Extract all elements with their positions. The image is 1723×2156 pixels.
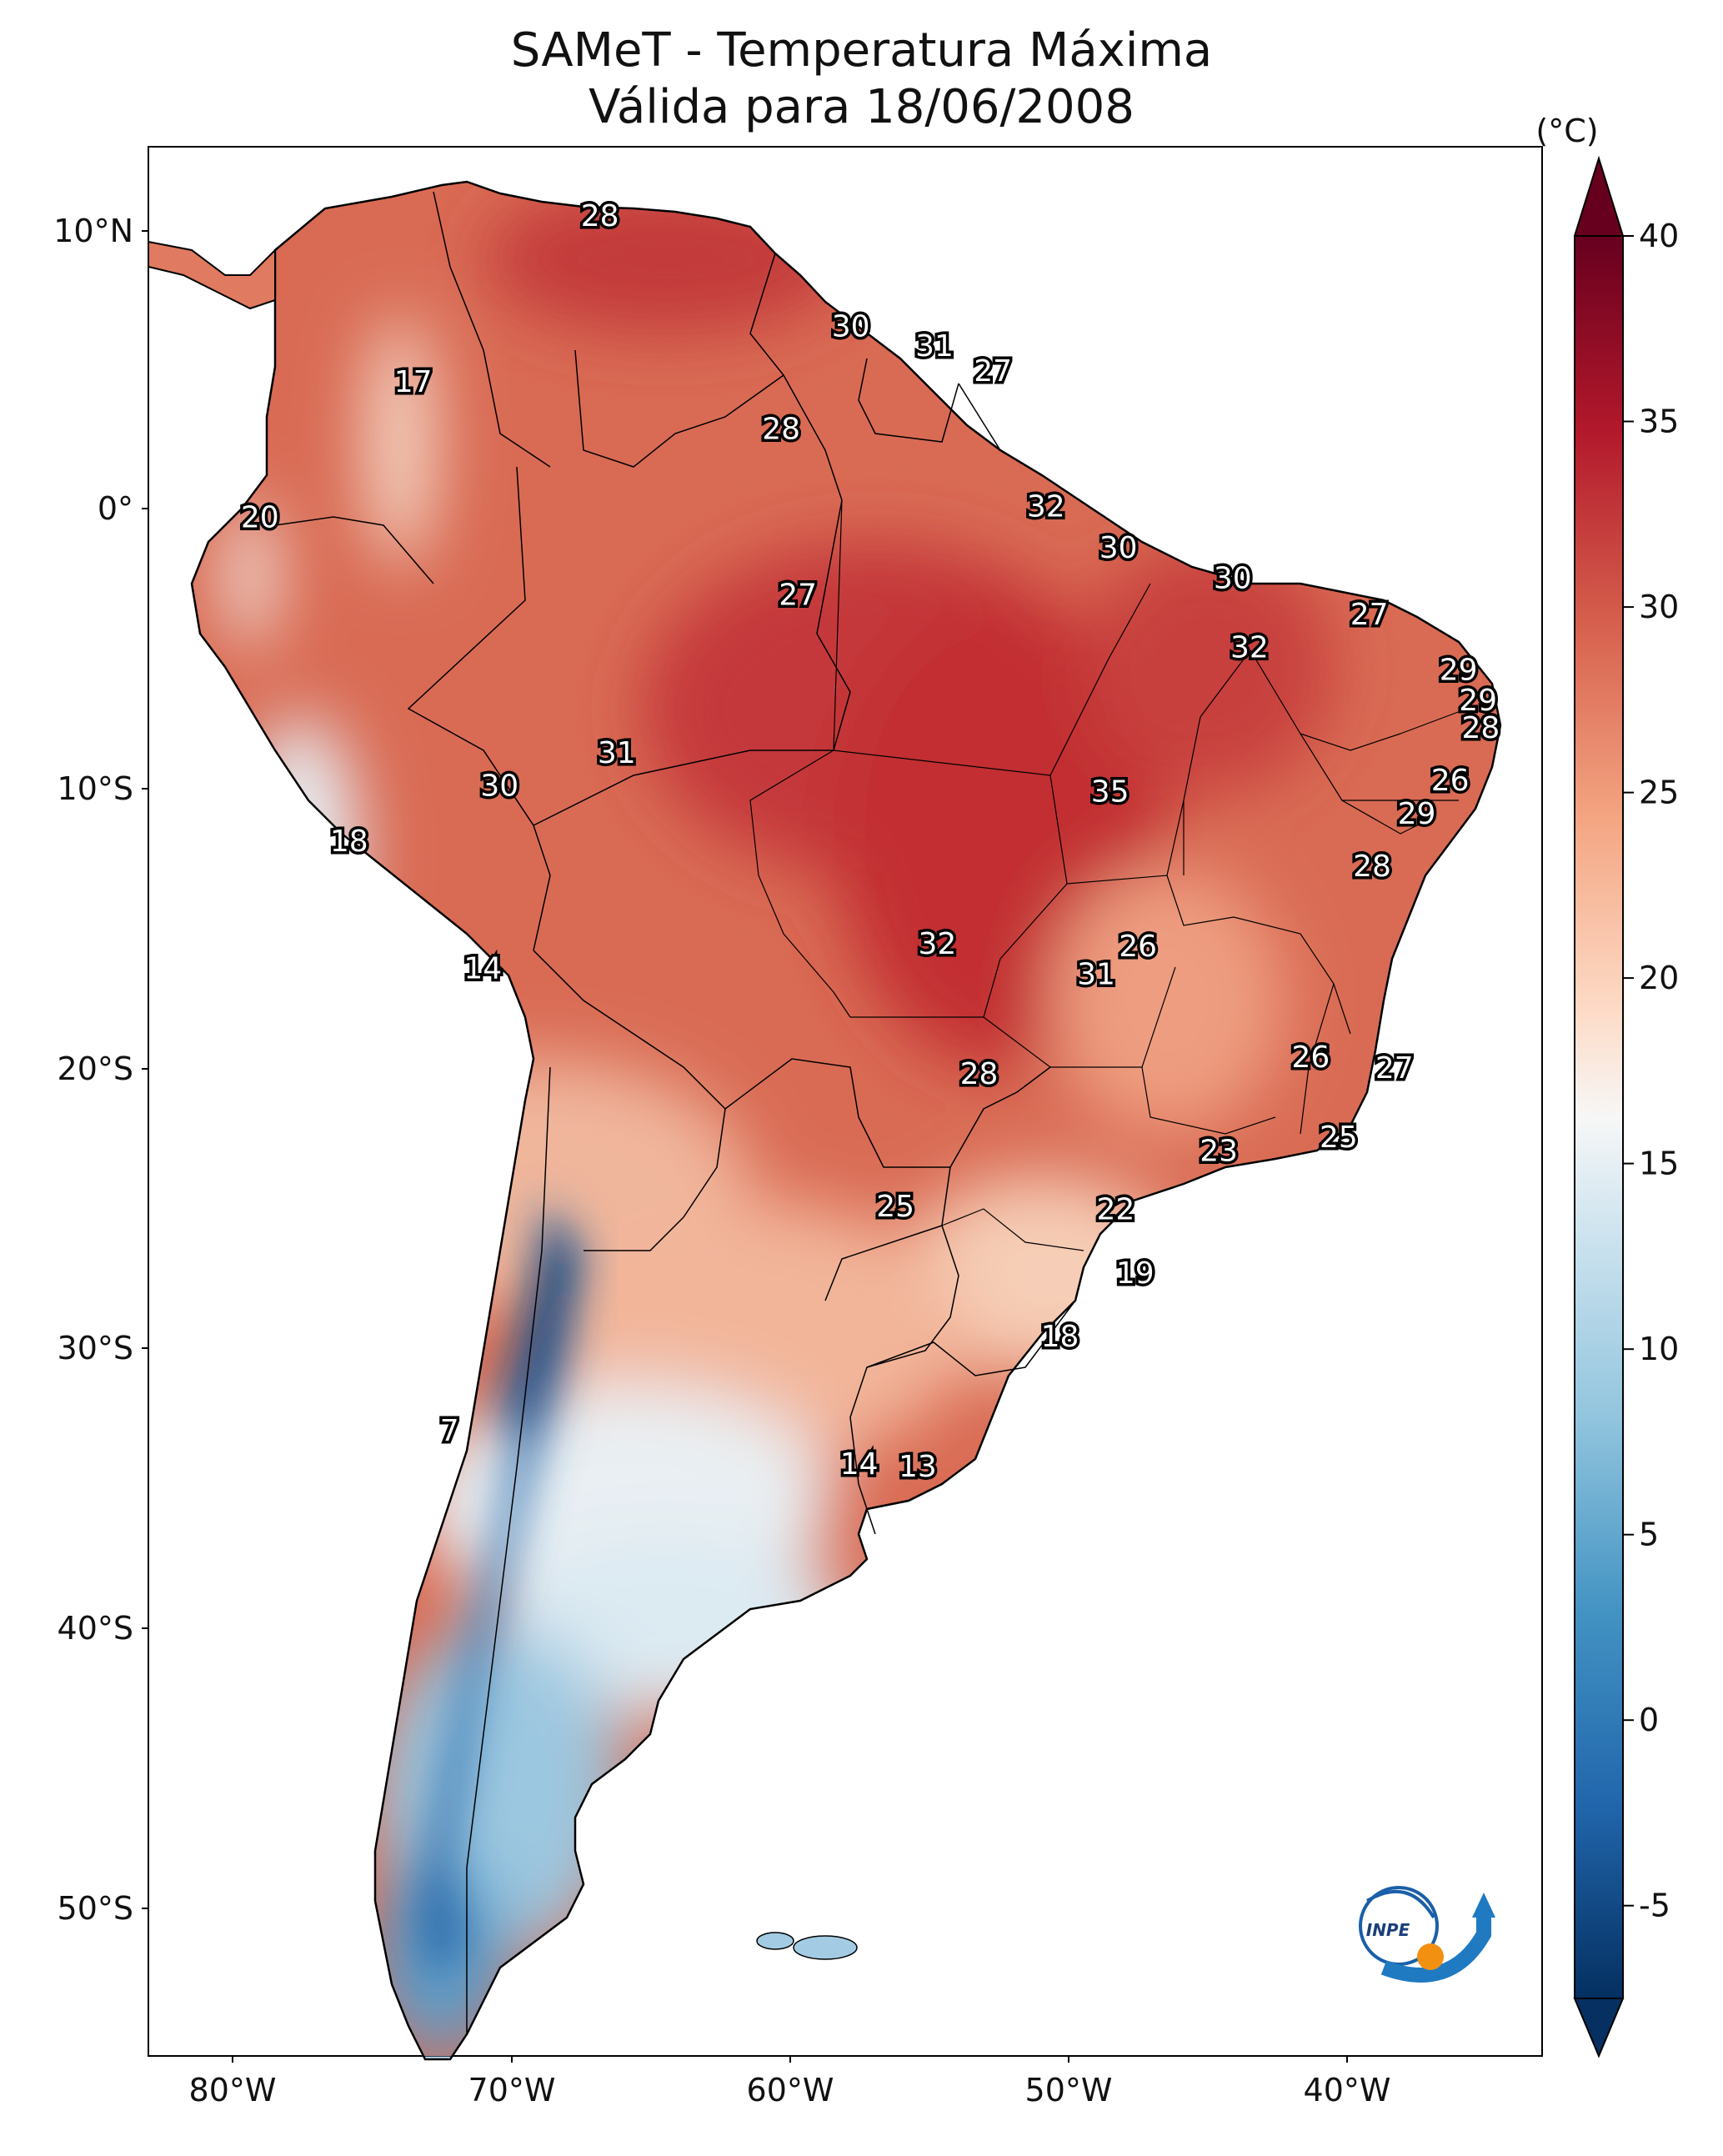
colorbar-tick-label: -5 — [1639, 1888, 1670, 1924]
falkland-islands — [793, 1935, 858, 1960]
temperature-value-label: 22 — [1096, 1192, 1134, 1226]
temperature-value-label: 18 — [1041, 1320, 1079, 1354]
lon-tick-label: 70°W — [468, 2072, 556, 2108]
lon-tick-label: 80°W — [189, 2072, 277, 2108]
temperature-value-label: 19 — [1116, 1256, 1155, 1291]
temperature-value-label: 27 — [1375, 1051, 1414, 1086]
temperature-value-label: 7 — [440, 1414, 459, 1448]
colorbar: 40 35 30 25 20 15 10 5 0 -5 — [1573, 155, 1679, 2058]
central-america — [148, 240, 276, 310]
temperature-value-label: 26 — [1431, 764, 1470, 798]
temperature-value-label: 20 — [241, 501, 279, 535]
lat-tick-label: 50°S — [58, 1890, 133, 1927]
colorbar-extend-max — [1573, 155, 1625, 237]
temperature-value-label: 28 — [1353, 850, 1391, 884]
temperature-value-label: 14 — [463, 952, 502, 986]
temperature-value-label: 30 — [480, 770, 518, 804]
temperature-value-label: 25 — [876, 1190, 914, 1224]
temperature-value-label: 29 — [1459, 684, 1497, 718]
lon-tick-label: 60°W — [747, 2072, 834, 2108]
temperature-value-label: 13 — [899, 1450, 937, 1484]
colorbar-tick-label: 0 — [1639, 1702, 1659, 1738]
lat-tick-label: 0° — [98, 490, 133, 527]
lat-tick-label: 10°N — [53, 213, 133, 249]
country-borders — [274, 191, 1076, 2034]
inpe-logo: INPE — [1359, 1886, 1495, 1983]
colorbar-tick-label: 10 — [1639, 1331, 1679, 1367]
temperature-value-label: 26 — [1119, 930, 1157, 964]
temperature-value-label: 27 — [779, 579, 817, 613]
temperature-value-label: 29 — [1440, 653, 1478, 687]
lon-tick-label: 40°W — [1304, 2072, 1391, 2108]
lat-tick-label: 10°S — [58, 770, 133, 807]
lat-tick-label: 20°S — [58, 1050, 133, 1087]
temperature-value-label: 32 — [1027, 489, 1065, 524]
temperature-value-label: 28 — [960, 1057, 999, 1091]
colorbar-tick-label: 30 — [1639, 589, 1679, 625]
map-title-line2: Válida para 18/06/2008 — [589, 80, 1134, 134]
axis-ticks — [142, 230, 1348, 2063]
temperature-value-label: 27 — [974, 354, 1012, 389]
temperature-value-label: 23 — [1200, 1135, 1238, 1169]
lat-tick-label: 40°S — [58, 1610, 133, 1647]
colorbar-tick-label: 15 — [1639, 1146, 1679, 1182]
colorbar-extend-min — [1573, 1998, 1625, 2058]
inpe-logo-text: INPE — [1366, 1920, 1410, 1940]
temperature-value-label: 18 — [330, 825, 368, 859]
temperature-value-label: 32 — [1230, 631, 1269, 665]
lon-tick-label: 50°W — [1025, 2072, 1113, 2108]
colorbar-tick-label: 35 — [1639, 404, 1679, 440]
temperature-value-label: 25 — [1320, 1121, 1358, 1155]
colorbar-tick-label: 20 — [1639, 960, 1679, 996]
temperature-value-label: 28 — [581, 199, 619, 233]
temperature-value-label: 30 — [832, 310, 870, 344]
temperature-value-label: 14 — [840, 1447, 879, 1482]
temperature-value-label: 28 — [762, 413, 800, 447]
temperature-value-label: 30 — [1214, 562, 1252, 596]
colorbar-tick-label: 25 — [1639, 775, 1679, 811]
temperature-value-label: 27 — [1350, 598, 1389, 632]
temperature-value-label: 17 — [394, 365, 433, 399]
temperature-value-label: 29 — [1398, 797, 1436, 831]
colorbar-tick-label: 40 — [1639, 218, 1679, 254]
temperature-value-label: 26 — [1291, 1040, 1330, 1075]
temperature-value-label: 35 — [1091, 775, 1129, 809]
temperature-value-label: 31 — [598, 736, 636, 770]
temperature-value-label: 31 — [915, 329, 954, 364]
colorbar-bar — [1574, 235, 1624, 1999]
colorbar-unit-label: (°C) — [1535, 113, 1598, 149]
temperature-value-label: 31 — [1077, 957, 1115, 991]
temperature-value-label: 28 — [1461, 711, 1500, 745]
lat-tick-label: 30°S — [58, 1330, 133, 1366]
map-title-line1: SAMeT - Temperatura Máxima — [510, 23, 1213, 78]
state-borders — [749, 499, 1468, 1251]
colorbar-tick-label: 5 — [1639, 1517, 1659, 1553]
temperature-value-label: 32 — [918, 927, 956, 961]
temperature-value-label: 30 — [1099, 531, 1138, 565]
coastline — [190, 180, 1502, 2061]
